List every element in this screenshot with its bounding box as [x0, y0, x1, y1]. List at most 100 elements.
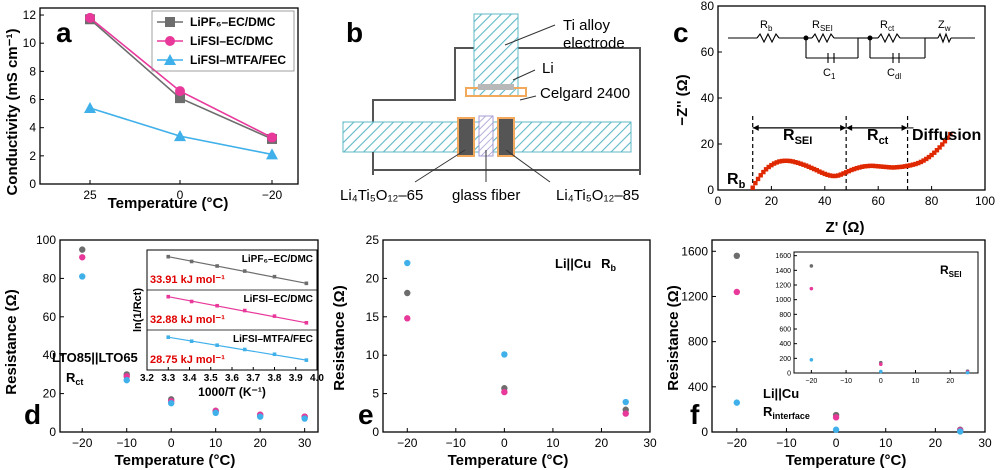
c-data-point [884, 164, 889, 170]
e-plot-area: −20 −10 0 10 20 30 0 5 10 15 20 25 [366, 233, 657, 450]
d-ytick-label: 40 [43, 348, 57, 362]
c-data-point [926, 154, 932, 160]
c-data-point [881, 164, 886, 169]
d-inset-point [166, 294, 171, 299]
e-data-point [622, 410, 629, 417]
c-xtick-label: 40 [818, 194, 832, 208]
cell-housing [372, 47, 641, 175]
d-inset-point [304, 321, 309, 325]
panel-b: b Ti alloy electrode Li Celgard 2400 Li₄… [340, 13, 641, 204]
c-arrowhead [846, 124, 853, 131]
d-inset-xtick-label: 3.6 [225, 373, 239, 384]
d-inset-xtick-label: 4.0 [310, 373, 324, 384]
c-data-point [876, 164, 881, 169]
e-ytick-label: 10 [366, 348, 380, 362]
d-inset-point [304, 281, 309, 286]
d-data-point [79, 254, 86, 261]
e-xtick-label: 20 [595, 436, 609, 450]
a-ytick-label: 10 [23, 36, 37, 50]
a-ytick-label: 8 [29, 64, 36, 78]
d-ytick-label: 80 [43, 271, 57, 285]
f-inset-xtick-label: 10 [912, 378, 920, 385]
nyquist-rsei-label: RSEI [783, 127, 812, 147]
d-ytick-label: 60 [43, 310, 57, 324]
ti-label-2: electrode [563, 35, 625, 52]
cell-housing-bottom [372, 152, 641, 171]
c-data-point [833, 173, 838, 179]
a-data-point [175, 93, 185, 104]
nyquist-diffusion-label: Diffusion [912, 127, 981, 144]
e-xtick-label: 0 [501, 436, 508, 450]
c-data-point [769, 162, 774, 168]
c-data-point [937, 145, 942, 150]
f-ytick-label: 1200 [681, 289, 708, 303]
f-inset-point [809, 358, 814, 362]
c-frame [717, 5, 986, 191]
c-data-point [814, 168, 819, 173]
c-data-point [942, 139, 948, 144]
c-data-point [750, 185, 755, 190]
c-data-point [862, 164, 868, 169]
ti-pointer [504, 24, 556, 46]
d-inset-ea-label: 33.91 kJ mol⁻¹ [150, 274, 225, 286]
circuit-rct: Rct [880, 19, 895, 33]
ti-alloy-electrode [473, 13, 519, 97]
f-xtick-label: 30 [978, 436, 992, 450]
c-xtick-label: 0 [715, 194, 722, 208]
d-inset-point [215, 343, 219, 347]
circuit-zw: Zw [938, 19, 951, 33]
a-data-point [84, 101, 96, 113]
f-inset-point [809, 264, 814, 268]
f-ytick-label: 0 [701, 425, 708, 439]
c-xtick-label: 20 [765, 194, 779, 208]
c-arrowhead [840, 124, 847, 131]
c-data-point [948, 131, 953, 137]
a-data-point [267, 132, 277, 143]
d-inset-point [166, 335, 171, 339]
f-data-point [832, 414, 840, 421]
e-data-point [622, 398, 629, 406]
c-data-point [830, 173, 836, 179]
c-ytick-label: 0 [707, 183, 714, 197]
c-ytick-label: 20 [701, 137, 715, 151]
c-arrowhead [752, 124, 759, 131]
d-inset-point [242, 269, 247, 273]
c-data-point [902, 164, 908, 169]
a-xtick-label: 0 [177, 188, 184, 202]
li-foil [478, 84, 514, 90]
d-inset-xtick-label: 3.3 [161, 373, 175, 384]
e-xtick-label: 30 [643, 436, 657, 450]
d-inset-xtick-label: 3.7 [246, 373, 260, 384]
a-ytick-label: 12 [23, 8, 37, 22]
circuit-rsei: RSEI [812, 19, 833, 33]
lto85-pellet [497, 117, 515, 157]
c-data-point [809, 165, 814, 171]
f-xtick-label: −20 [727, 436, 748, 450]
f-xtick-label: −10 [776, 436, 797, 450]
d-ytick-label: 0 [49, 425, 56, 439]
a-legend-label: LiFSI–MTFA/FEC [190, 53, 286, 67]
c-data-point [806, 164, 811, 169]
c-data-point [908, 163, 913, 168]
panel-e: e Resistance (Ω) Temperature (°C) −20 −10… [331, 233, 657, 469]
d-data-point [212, 409, 219, 416]
d-cell-label: LTO85||LTO65 [52, 350, 138, 365]
d-xtick-label: −10 [117, 436, 138, 450]
d-inset-ea-label: 32.88 kJ mol⁻¹ [150, 314, 225, 326]
f-inset-xtick-label: −10 [840, 378, 852, 385]
c-data-point [779, 158, 785, 164]
f-xtick-label: 0 [833, 436, 840, 450]
d-inset-series-label: LiPF₆–EC/DMC [242, 254, 313, 265]
d-data-point [168, 400, 175, 407]
f-inset-ytick-label: 400 [779, 341, 791, 348]
e-xtick-label: −10 [446, 436, 467, 450]
panel-c: c −Z'' (Ω) Z' (Ω) 0 20 40 60 80 100 0 20 40 60 80 [673, 0, 995, 236]
d-xtick-label: 20 [253, 436, 267, 450]
c-arrowhead [901, 124, 908, 131]
c-data-point [755, 176, 761, 182]
c-ylabel: −Z'' (Ω) [674, 74, 691, 125]
a-ylabel: Conductivity (mS cm⁻¹) [4, 28, 21, 195]
f-ylabel: Resistance (Ω) [665, 285, 682, 390]
a-xtick-label: −20 [262, 188, 283, 202]
